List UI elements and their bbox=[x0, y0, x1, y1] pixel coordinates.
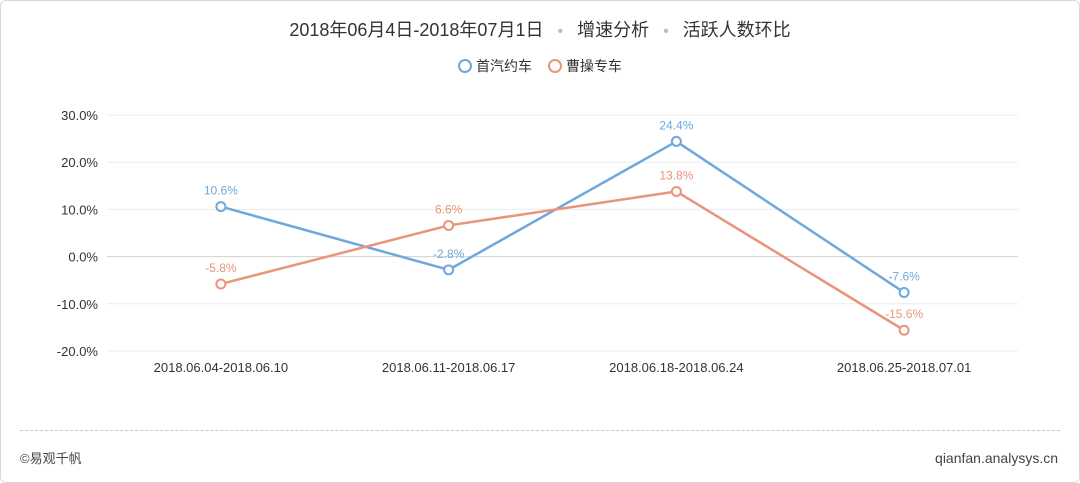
data-point bbox=[670, 135, 682, 147]
data-label: 6.6% bbox=[435, 202, 463, 216]
legend-item-caocao[interactable]: 曹操专车 bbox=[547, 56, 622, 76]
source-url: qianfan.analysys.cn bbox=[935, 450, 1058, 466]
legend-item-shouqi[interactable]: 首汽约车 bbox=[458, 56, 532, 76]
x-tick-label: 2018.06.04-2018.06.10 bbox=[154, 360, 288, 375]
data-label: -2.8% bbox=[433, 247, 465, 261]
title-section: 增速分析 bbox=[577, 20, 650, 40]
title-metric: 活跃人数环比 bbox=[682, 20, 791, 40]
legend-marker-icon bbox=[547, 59, 562, 73]
x-tick-label: 2018.06.11-2018.06.17 bbox=[382, 360, 516, 375]
data-point bbox=[443, 264, 455, 276]
title-date-range: 2018年06月4日-2018年07月1日 bbox=[289, 20, 544, 40]
series-line bbox=[220, 190, 905, 332]
footer-divider bbox=[20, 430, 1060, 431]
series-line bbox=[220, 140, 905, 294]
data-point bbox=[215, 201, 227, 213]
legend-label: 首汽约车 bbox=[476, 58, 533, 74]
y-tick-label: -10.0% bbox=[57, 297, 99, 312]
data-label: 10.6% bbox=[204, 184, 238, 198]
y-tick-label: 20.0% bbox=[61, 155, 98, 170]
y-tick-label: 0.0% bbox=[68, 250, 98, 265]
title-separator: • bbox=[557, 23, 564, 40]
x-tick-label: 2018.06.18-2018.06.24 bbox=[609, 360, 743, 375]
chart-title: 2018年06月4日-2018年07月1日 • 增速分析 • 活跃人数环比 bbox=[0, 16, 1080, 42]
legend-marker-icon bbox=[458, 59, 473, 73]
data-point bbox=[670, 185, 682, 197]
y-tick-label: 30.0% bbox=[61, 108, 98, 123]
data-point bbox=[898, 286, 910, 298]
x-tick-label: 2018.06.25-2018.07.01 bbox=[837, 360, 971, 375]
data-label: -15.6% bbox=[885, 307, 923, 321]
copyright-text: ©易观千帆 bbox=[20, 451, 82, 466]
y-tick-label: 10.0% bbox=[61, 202, 98, 217]
data-point bbox=[443, 219, 455, 231]
title-separator: • bbox=[663, 23, 669, 40]
legend-label: 曹操专车 bbox=[565, 58, 622, 74]
data-label: -5.8% bbox=[205, 261, 237, 275]
legend: 首汽约车 曹操专车 bbox=[0, 56, 1080, 76]
data-label: 13.8% bbox=[659, 168, 693, 182]
y-tick-label: -20.0% bbox=[57, 344, 99, 359]
data-point bbox=[215, 278, 227, 290]
data-point bbox=[898, 324, 910, 336]
data-label: -7.6% bbox=[888, 269, 920, 283]
data-label: 24.4% bbox=[659, 118, 693, 132]
